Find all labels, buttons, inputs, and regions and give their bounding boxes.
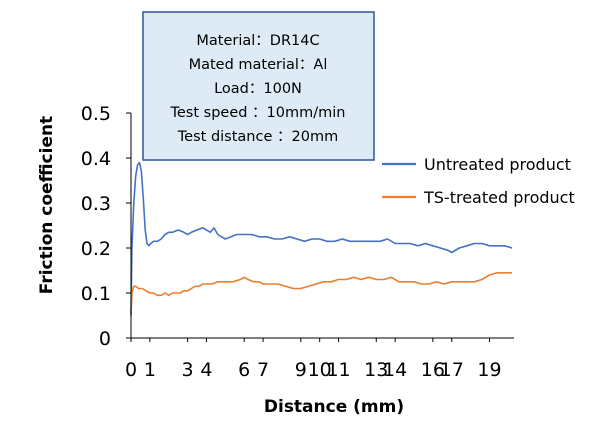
test-condition-line: Mated material：Al xyxy=(189,57,328,73)
x-tick-label: 14 xyxy=(383,359,407,381)
x-axis-title: Distance (mm) xyxy=(264,397,404,417)
test-condition-line: Load：100N xyxy=(214,81,302,97)
y-axis-title: Friction coefficient xyxy=(37,116,57,294)
x-tick-label: 0 xyxy=(125,359,137,381)
x-tick-label: 9 xyxy=(295,359,307,381)
x-tick-label: 4 xyxy=(200,359,212,381)
test-conditions-background xyxy=(142,11,375,161)
plot-area xyxy=(130,161,513,316)
x-tick-label: 11 xyxy=(326,359,350,381)
x-tick-label: 6 xyxy=(238,359,250,381)
y-tick-label: 0.1 xyxy=(81,283,111,305)
test-conditions-text: Material：DR14C Mated material：Al Load：100N… xyxy=(169,33,345,145)
x-tick-label: 13 xyxy=(364,359,388,381)
legend-label-ts-treated-product: TS-treated product xyxy=(423,188,575,207)
y-tick-label: 0.2 xyxy=(81,238,111,260)
legend-label-untreated-product: Untreated product xyxy=(424,155,571,174)
x-tick-label: 16 xyxy=(421,359,445,381)
test-condition-line: Test speed ：10mm/min xyxy=(169,105,345,121)
y-axis-ticks: 0 0.1 0.2 0.3 0.4 0.5 xyxy=(81,103,131,350)
test-conditions-box: Material：DR14C Mated material：Al Load：100N… xyxy=(142,11,375,161)
x-tick-label: 3 xyxy=(182,359,194,381)
test-condition-line: Material：DR14C xyxy=(196,33,319,49)
series-line-untreated-product xyxy=(130,161,513,316)
y-tick-label: 0.4 xyxy=(81,148,111,170)
series-line-ts-treated-product xyxy=(130,271,513,316)
y-tick-label: 0.5 xyxy=(81,103,111,125)
legend: Untreated product TS-treated product xyxy=(382,155,575,207)
x-tick-label: 1 xyxy=(144,359,156,381)
x-tick-label: 19 xyxy=(477,359,501,381)
test-condition-line: Test distance ：20mm xyxy=(177,129,338,145)
y-tick-label: 0 xyxy=(99,328,111,350)
y-tick-label: 0.3 xyxy=(81,193,111,215)
x-tick-label: 17 xyxy=(440,359,464,381)
x-tick-label: 10 xyxy=(308,359,332,381)
x-tick-label: 7 xyxy=(257,359,269,381)
